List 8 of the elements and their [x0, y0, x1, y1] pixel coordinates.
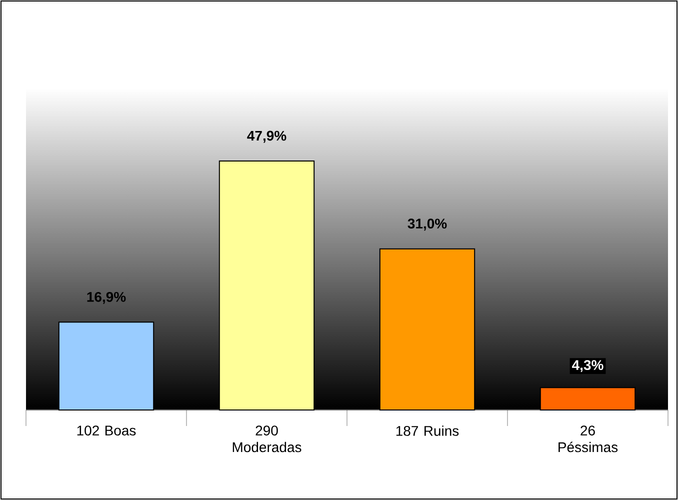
data-label: 47,9%	[247, 130, 286, 143]
x-tick-label: 102 Boas	[77, 426, 136, 436]
data-label: 4,3%	[572, 360, 604, 372]
x-tick-label: 26 Péssimas	[558, 426, 618, 452]
data-label: 16,9%	[87, 292, 126, 304]
x-tick-label: 187 Ruins	[396, 426, 459, 436]
data-label: 31,0%	[408, 218, 447, 231]
x-tick-label: 290 Moderadas	[232, 426, 302, 452]
